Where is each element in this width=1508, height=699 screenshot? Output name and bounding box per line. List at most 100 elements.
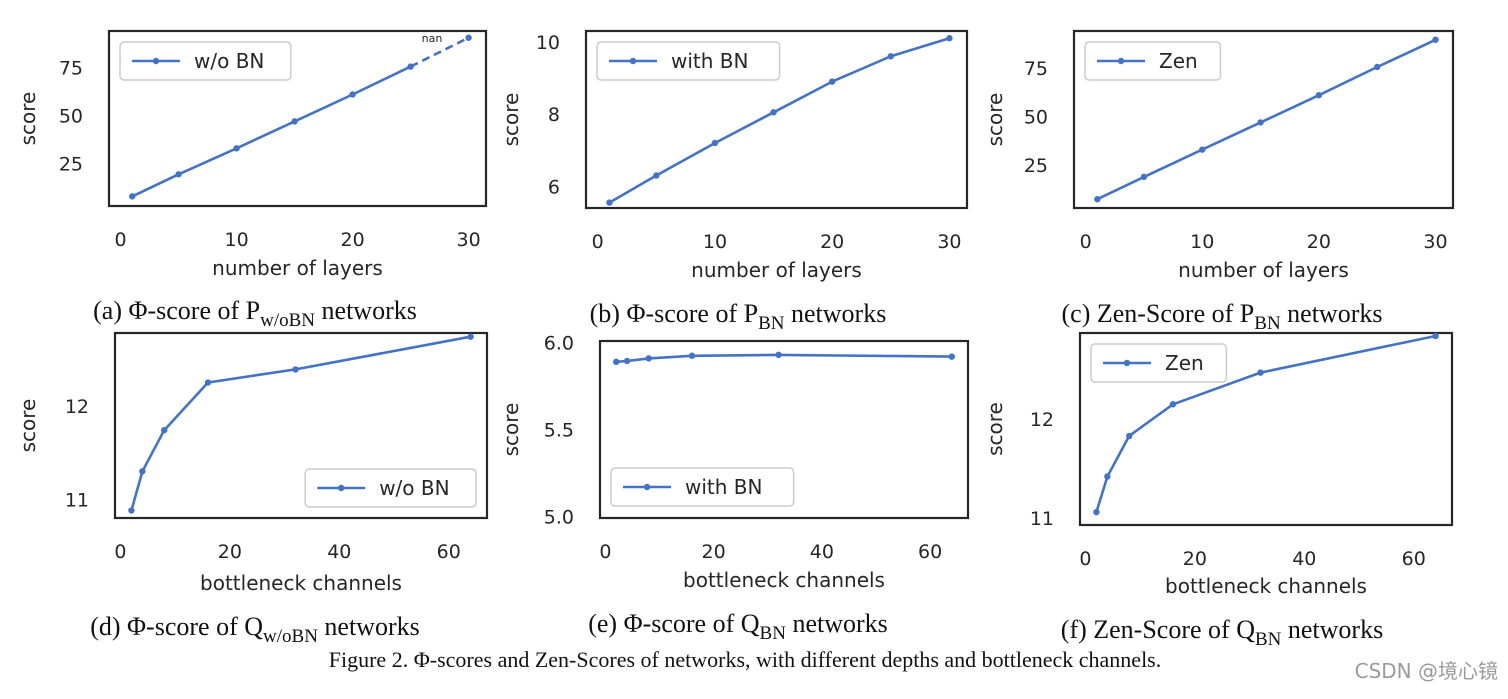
data-point (623, 357, 631, 365)
x-tick-label: 20 (702, 541, 726, 563)
chart-c: 0 10 20 30 25 50 75 number of layers score Zen (c)… (983, 29, 1455, 334)
data-point (711, 139, 719, 147)
y-axis-label: score (499, 403, 523, 457)
y-tick-label: 8 (548, 104, 560, 126)
data-point (161, 426, 168, 434)
legend: w/o BN (304, 468, 477, 508)
data-point (1104, 473, 1111, 480)
y-tick-label: 10 (536, 32, 560, 54)
data-point (349, 91, 356, 98)
legend-label: with BN (671, 49, 748, 73)
data-point (1432, 332, 1439, 340)
data-point (606, 199, 613, 206)
charts-group: 0 10 20 30 25 50 75 number of layers score nan w/o… (16, 29, 1455, 650)
caption-subscript: w/oBN (260, 310, 315, 331)
legend-box (119, 41, 292, 81)
caption-main: (e) Φ-score of Q (588, 609, 760, 638)
x-tick-label: 60 (918, 541, 942, 563)
caption-main: (a) Φ-score of P (93, 296, 260, 325)
data-point (775, 351, 782, 359)
data-point (292, 366, 299, 373)
legend-box (610, 467, 795, 507)
plot-frame (598, 339, 970, 520)
subfigure-caption: (d) Φ-score of Qw/oBN networks (90, 612, 420, 647)
y-tick-label: 5.5 (544, 420, 574, 442)
y-tick-label: 6 (548, 176, 560, 198)
legend-marker (643, 483, 651, 491)
dashed-extension (410, 36, 470, 68)
x-tick-label: 0 (599, 541, 611, 563)
data-point (233, 145, 240, 152)
data-point (1169, 401, 1177, 408)
data-point (1199, 146, 1206, 153)
x-tick-label: 60 (437, 541, 461, 563)
data-point (291, 118, 298, 125)
nan-annotation: nan (422, 32, 443, 45)
legend-marker (152, 57, 160, 65)
x-axis-label: number of layers (212, 256, 383, 280)
y-axis-label: score (16, 92, 40, 146)
data-point (1374, 63, 1381, 71)
subfigure-caption: (a) Φ-score of Pw/oBN networks (93, 296, 417, 331)
y-tick-label: 5.0 (544, 506, 574, 528)
legend-box (1084, 41, 1222, 81)
caption-suffix: networks (1281, 615, 1383, 644)
x-axis-label: number of layers (1178, 258, 1349, 282)
legend-label: Zen (1159, 49, 1198, 73)
caption-main: (b) Φ-score of P (590, 299, 758, 328)
data-point (129, 193, 136, 200)
data-point (128, 507, 135, 514)
x-axis-label: number of layers (691, 258, 862, 282)
caption-subscript: BN (1255, 629, 1282, 650)
legend: w/o BN (119, 41, 292, 81)
plot-frame (584, 29, 969, 210)
y-axis-label: score (983, 93, 1007, 147)
chart-f: 0 20 40 60 11 12 bottleneck channels score Zen (f… (983, 331, 1454, 650)
y-tick-label: 12 (1030, 409, 1054, 431)
x-tick-label: 10 (703, 231, 727, 253)
caption-main: (f) Zen-Score of Q (1061, 615, 1255, 644)
legend-box (596, 41, 781, 81)
data-point (887, 53, 894, 60)
y-tick-label: 50 (1024, 107, 1048, 129)
chart-a: 0 10 20 30 25 50 75 number of layers score nan w/o… (16, 29, 488, 331)
x-tick-label: 0 (1079, 548, 1091, 570)
y-tick-label: 75 (59, 58, 83, 80)
caption-suffix: networks (786, 609, 888, 638)
legend-label: w/o BN (194, 49, 264, 73)
x-tick-label: 10 (1190, 231, 1214, 253)
data-point (770, 109, 777, 116)
series-line (1095, 334, 1436, 513)
data-point (1126, 432, 1133, 440)
y-axis-label: score (983, 402, 1007, 456)
data-point (946, 35, 953, 42)
data-point (465, 34, 472, 41)
legend-box (1090, 343, 1228, 383)
x-tick-label: 10 (225, 229, 249, 251)
y-tick-label: 25 (1024, 155, 1048, 177)
data-point (1257, 119, 1264, 126)
data-point (653, 172, 660, 179)
data-point (688, 352, 696, 359)
y-axis-label: score (16, 399, 40, 453)
x-tick-label: 0 (592, 231, 604, 253)
data-point (1093, 508, 1100, 516)
caption-main: (c) Zen-Score of P (1062, 299, 1255, 328)
y-tick-label: 11 (65, 489, 89, 511)
subfigure-caption: (e) Φ-score of QBN networks (588, 609, 888, 644)
x-tick-label: 30 (1423, 231, 1447, 253)
watermark: CSDN @境心镜 (1355, 659, 1498, 683)
series-line (130, 335, 471, 511)
series-line (616, 353, 952, 364)
y-axis-label: score (499, 93, 523, 147)
legend-label: Zen (1165, 351, 1204, 375)
chart-e: 0 20 40 60 5.0 5.5 6.0 bottleneck channels score… (499, 333, 970, 644)
data-point (645, 355, 652, 362)
legend: with BN (596, 41, 781, 81)
y-tick-label: 12 (65, 396, 89, 418)
data-point (1094, 196, 1101, 203)
x-tick-label: 20 (1307, 231, 1331, 253)
x-tick-label: 30 (937, 231, 961, 253)
plot-frame (1078, 331, 1454, 527)
